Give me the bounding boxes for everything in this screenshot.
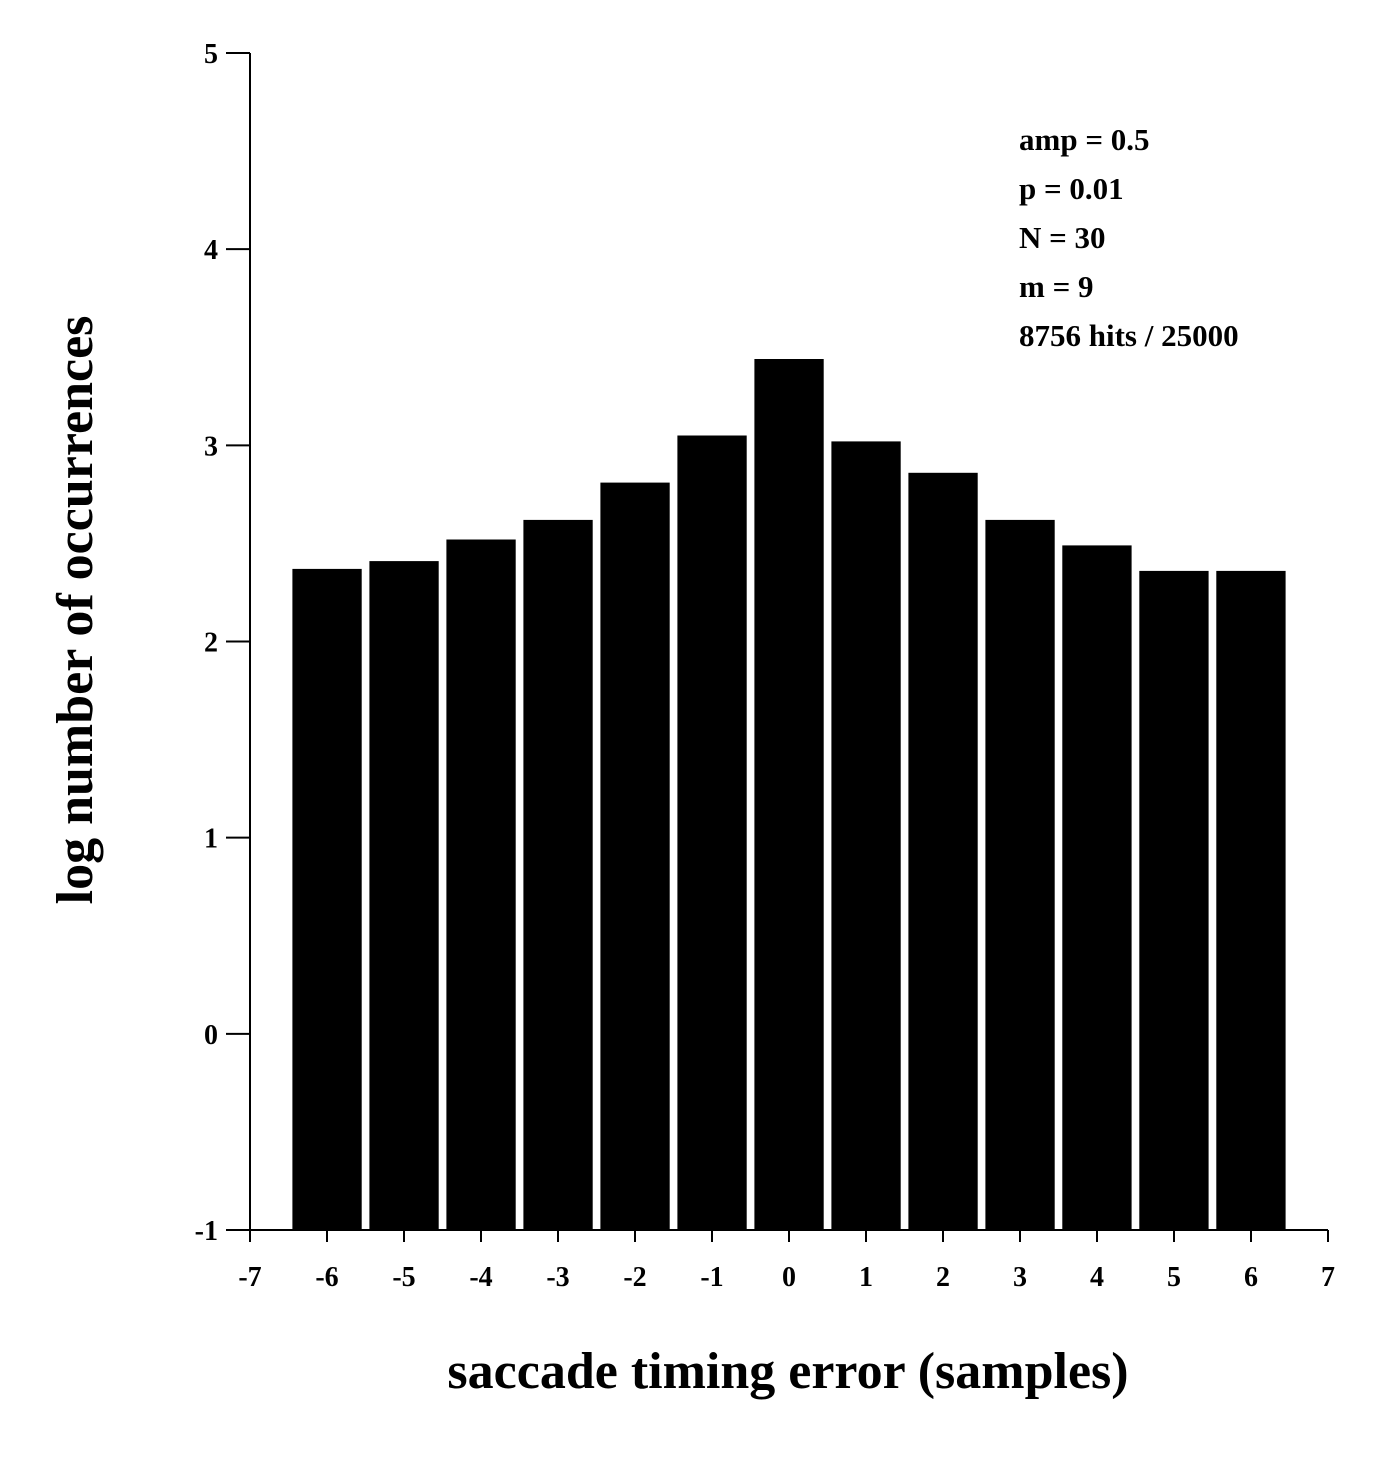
- bar--5: [369, 561, 439, 1230]
- x-tick-label: -5: [392, 1262, 415, 1293]
- x-tick-label: 6: [1244, 1262, 1258, 1293]
- x-axis-title: saccade timing error (samples): [447, 1343, 1128, 1400]
- annotation-line: 8756 hits / 25000: [1019, 318, 1239, 353]
- annotation-line: N = 30: [1019, 220, 1106, 255]
- y-tick-label: 4: [204, 235, 218, 266]
- annotation-box: amp = 0.5 p = 0.01 N = 30 m = 9 8756 hits / …: [1019, 122, 1239, 353]
- y-tick-label: 1: [204, 824, 218, 855]
- x-tick-label: -3: [546, 1262, 569, 1293]
- bars-group: [292, 359, 1286, 1231]
- bar--1: [677, 435, 747, 1230]
- x-tick-label: 0: [782, 1262, 796, 1293]
- annotation-line: amp = 0.5: [1019, 122, 1149, 157]
- y-ticks-group: -1 0 1 2 3 4 5: [195, 39, 250, 1247]
- x-tick-label: 2: [936, 1262, 950, 1293]
- bar--3: [523, 519, 593, 1230]
- x-tick-label: 3: [1013, 1262, 1027, 1293]
- x-tick-label: -6: [315, 1262, 338, 1293]
- x-tick-label: -7: [238, 1262, 261, 1293]
- x-ticks-group: -7 -6 -5 -4 -3 -2 -1 0 1 2 3 4 5 6 7: [238, 1230, 1335, 1293]
- bar--4: [446, 539, 516, 1230]
- x-tick-label: 5: [1167, 1262, 1181, 1293]
- y-tick-label: -1: [195, 1216, 218, 1247]
- bar--6: [292, 568, 362, 1230]
- bar-5: [1139, 570, 1209, 1230]
- bar-2: [908, 472, 978, 1230]
- y-axis-title: log number of occurrences: [47, 316, 104, 905]
- x-tick-label: -2: [623, 1262, 646, 1293]
- annotation-line: m = 9: [1019, 269, 1094, 304]
- x-tick-label: 4: [1090, 1262, 1104, 1293]
- bar-0: [754, 359, 824, 1230]
- x-tick-label: 1: [859, 1262, 873, 1293]
- x-tick-label: -4: [469, 1262, 492, 1293]
- y-tick-label: 0: [204, 1020, 218, 1051]
- x-tick-label: 7: [1321, 1262, 1335, 1293]
- bar-6: [1216, 570, 1286, 1230]
- y-tick-label: 5: [204, 39, 218, 70]
- y-tick-label: 3: [204, 431, 218, 462]
- bar-3: [985, 519, 1055, 1230]
- bar--2: [600, 482, 670, 1231]
- bar-4: [1062, 545, 1132, 1230]
- y-tick-label: 2: [204, 628, 218, 659]
- annotation-line: p = 0.01: [1019, 171, 1124, 206]
- bar-1: [831, 441, 901, 1230]
- x-tick-label: -1: [700, 1262, 723, 1293]
